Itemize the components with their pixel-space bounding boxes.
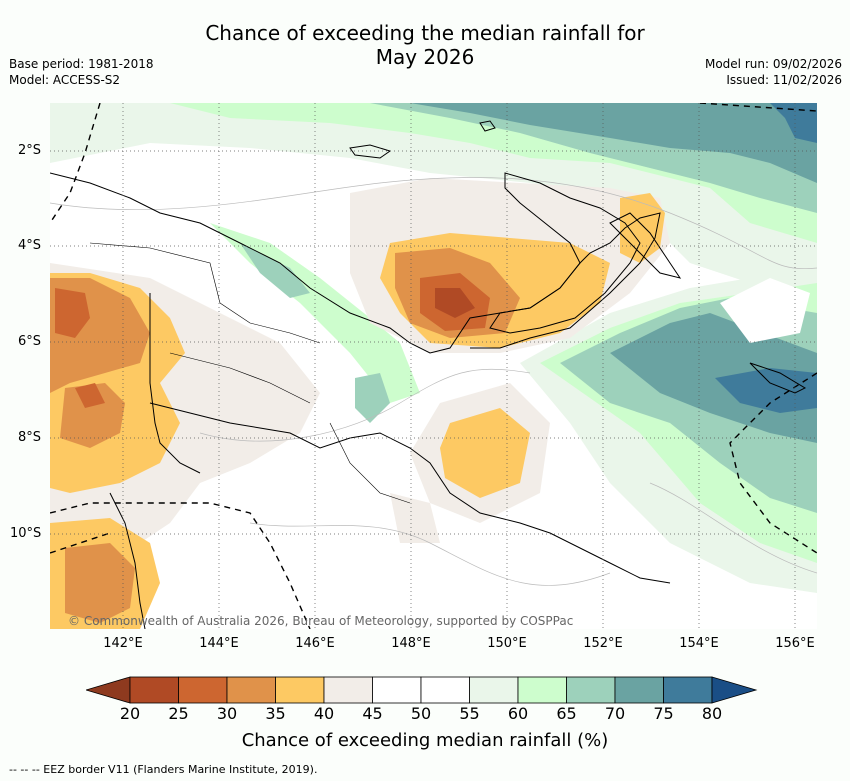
colorbar-cell [129,676,179,704]
chart-title-line1: Chance of exceeding the median rainfall … [205,21,645,45]
province-borders [89,242,411,504]
contour-35-west-inner [60,383,125,448]
contour-35-southwest [65,543,135,623]
contour-30-west [55,288,90,338]
lon-label-150e: 150°E [487,636,527,651]
eez-borders [50,103,817,629]
lon-label-156e: 156°E [775,636,815,651]
model-label: Model: ACCESS-S2 [9,73,121,87]
chart-title-line2: May 2026 [375,45,475,69]
colorbar-cell [420,676,470,704]
lat-label-6s: 6°S [18,334,42,349]
colorbar-tick-label: 25 [168,704,189,723]
contour-40-east [620,193,665,263]
colorbar-tick-label: 20 [119,704,141,723]
lon-label-146e: 146°E [295,636,335,651]
colorbar-cell [517,676,567,704]
eez-legend-note: -- -- -- EEZ border V11 (Flanders Marine… [9,763,318,776]
colorbar-tick-label: 45 [362,704,383,723]
contour-lines [50,177,817,586]
colorbar-tick-label: 40 [313,704,335,723]
contour-75-southeast [610,313,817,443]
map-svg [50,103,817,629]
colorbar-tick-label: 55 [459,704,480,723]
colorbar-title: Chance of exceeding median rainfall (%) [241,730,609,751]
contour-25-central [435,288,475,318]
lon-label-152e: 152°E [583,636,623,651]
lon-label-148e: 148°E [391,636,431,651]
lat-label-10s: 10°S [10,526,42,541]
colorbar-tick-label: 70 [604,704,626,723]
colorbar-cell [372,676,422,704]
lat-label-4s: 4°S [18,238,42,253]
lon-label-142e: 142°E [103,636,143,651]
colorbar-tick-label: 50 [410,704,432,723]
issued-label: Issued: 11/02/2026 [726,73,842,87]
colorbar-cell [275,676,325,704]
colorbar-tick-label: 65 [556,704,577,723]
contour-65-island [355,373,390,423]
lon-label-144e: 144°E [199,636,239,651]
colorbar-tick-label: 75 [653,704,674,723]
contour-40-south [440,408,530,498]
lat-label-2s: 2°S [18,143,42,158]
lon-label-154e: 154°E [679,636,719,651]
contour-65-coast [240,243,310,298]
contour-45-sw-patch [390,493,440,543]
coastlines [50,120,807,629]
contour-50-patch-east [720,278,810,343]
model-run-label: Model run: 09/02/2026 [704,57,842,71]
contour-80-north [770,103,817,143]
contour-75-north [410,103,817,183]
copyright-notice: © Commonwealth of Australia 2026, Bureau… [68,614,574,628]
base-period-label: Base period: 1981-2018 [9,57,154,71]
colorbar-tick-label: 80 [701,704,723,723]
contour-80-southeast [715,368,817,413]
colorbar-cell [226,676,276,704]
colorbar-tick-label: 60 [507,704,529,723]
colorbar-cell [178,676,228,704]
colorbar-cell-below-min [86,676,131,704]
contour-30-west-small [75,383,105,408]
colorbar-cell-above-max [711,676,758,704]
colorbar-cell [469,676,519,704]
rainfall-probability-map [50,103,817,629]
lat-label-8s: 8°S [18,430,42,445]
colorbar [86,676,758,704]
colorbar-tick-label: 30 [216,704,238,723]
colorbar-cell [614,676,664,704]
colorbar-tick-label: 35 [265,704,286,723]
colorbar-cell [323,676,373,704]
colorbar-cell [663,676,713,704]
colorbar-cell [566,676,616,704]
